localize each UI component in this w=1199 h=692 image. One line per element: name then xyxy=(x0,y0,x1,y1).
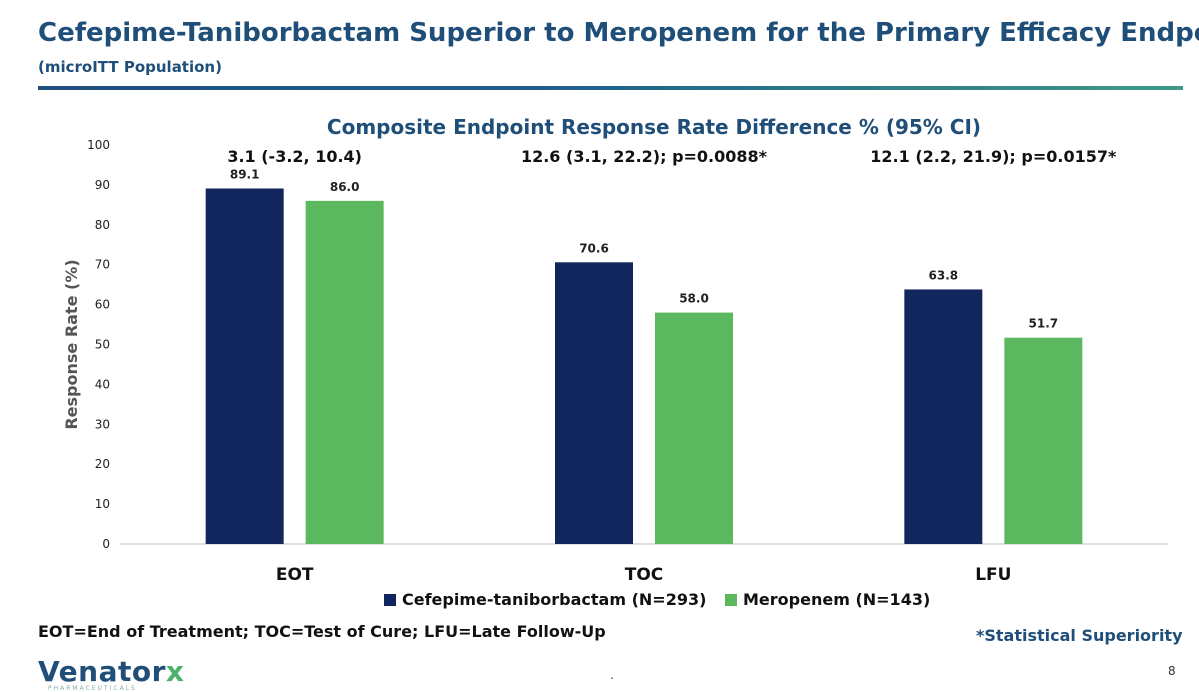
bar xyxy=(655,312,733,544)
y-tick-label: 50 xyxy=(95,338,110,352)
legend-label: Cefepime-taniborbactam (N=293) xyxy=(402,590,706,609)
bar-value-label: 58.0 xyxy=(679,292,709,306)
y-tick-label: 70 xyxy=(95,258,110,272)
y-tick-label: 30 xyxy=(95,417,110,431)
y-tick-label: 90 xyxy=(95,178,110,192)
bar-value-label: 89.1 xyxy=(230,167,260,181)
page-number: 8 xyxy=(1168,664,1176,678)
title-divider xyxy=(38,86,1183,90)
y-tick-label: 100 xyxy=(87,138,110,152)
logo-subtext: PHARMACEUTICALS xyxy=(48,685,137,692)
page-title: Cefepime-Taniborbactam Superior to Merop… xyxy=(38,18,1199,48)
bar xyxy=(205,188,284,544)
abbreviations-footnote: EOT=End of Treatment; TOC=Test of Cure; … xyxy=(38,622,606,641)
y-tick-label: 10 xyxy=(95,497,110,511)
page-subtitle: (microITT Population) xyxy=(38,58,222,76)
y-tick-label: 0 xyxy=(102,537,110,551)
group-difference-annotation: 12.6 (3.1, 22.2); p=0.0088* xyxy=(521,147,768,166)
y-tick-label: 20 xyxy=(95,457,110,471)
center-dot: . xyxy=(610,668,614,682)
venatorx-logo: Venatorx xyxy=(38,655,184,688)
y-tick-label: 40 xyxy=(95,377,110,391)
superiority-note: *Statistical Superiority xyxy=(976,626,1183,645)
legend-swatch xyxy=(384,594,396,606)
y-axis-label: Response Rate (%) xyxy=(62,259,81,429)
logo-text: Venator xyxy=(38,655,166,688)
bar xyxy=(555,262,633,544)
chart-title: Composite Endpoint Response Rate Differe… xyxy=(327,115,981,139)
y-tick-label: 60 xyxy=(95,298,110,312)
bar-value-label: 86.0 xyxy=(330,180,360,194)
legend-swatch xyxy=(725,594,737,606)
x-category-label: EOT xyxy=(276,565,314,585)
y-tick-label: 80 xyxy=(95,218,110,232)
bar xyxy=(1004,337,1083,544)
x-category-label: LFU xyxy=(975,565,1011,585)
bar xyxy=(305,200,384,545)
bar xyxy=(904,289,983,544)
bar-value-label: 51.7 xyxy=(1029,317,1059,331)
bar-value-label: 63.8 xyxy=(929,268,959,282)
group-difference-annotation: 3.1 (-3.2, 10.4) xyxy=(227,147,362,166)
legend-label: Meropenem (N=143) xyxy=(743,590,930,609)
group-difference-annotation: 12.1 (2.2, 21.9); p=0.0157* xyxy=(870,147,1117,166)
bar-value-label: 70.6 xyxy=(579,241,609,255)
logo-x: x xyxy=(165,655,185,688)
x-category-label: TOC xyxy=(625,565,664,585)
